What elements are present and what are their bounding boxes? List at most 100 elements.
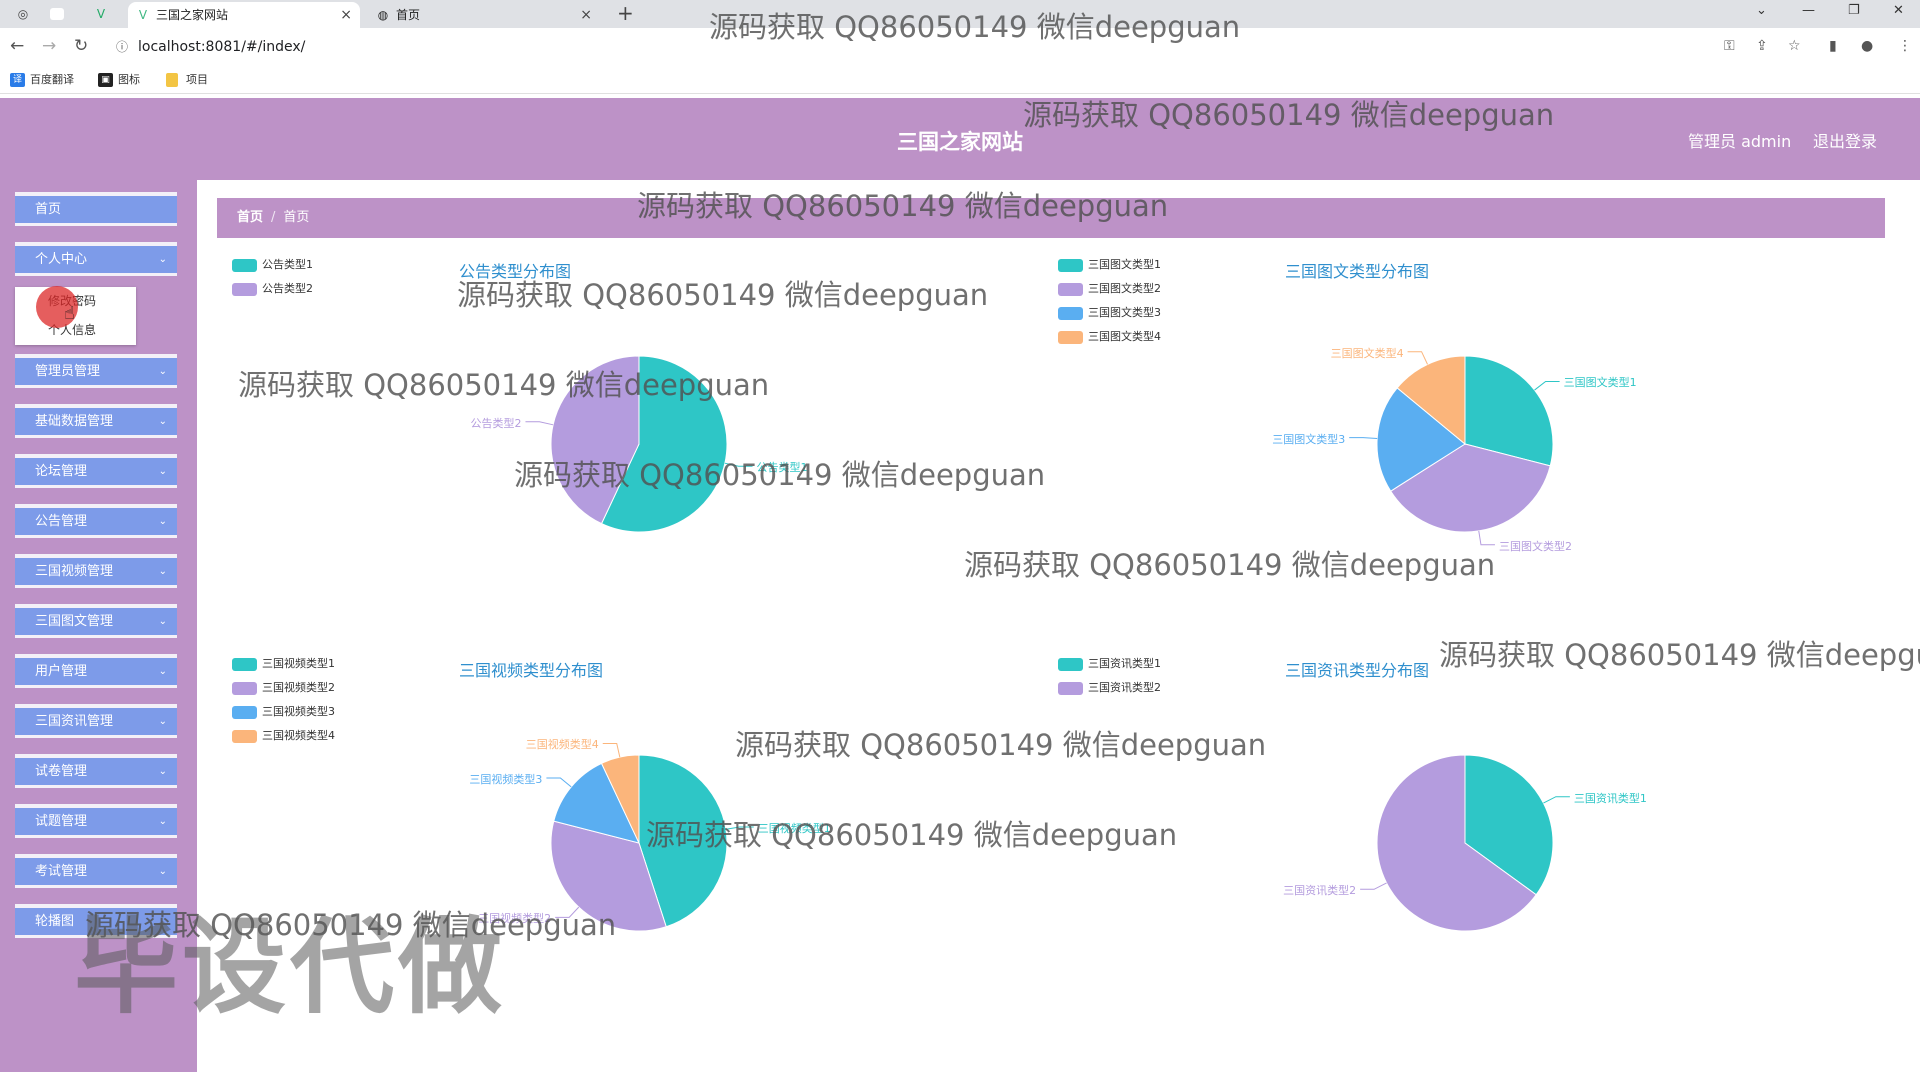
tab-active[interactable]: V 三国之家网站 ×: [128, 2, 360, 28]
legend-label: 三国视频类型1: [262, 657, 335, 670]
watermark: 源码获取 QQ86050149 微信deepguan: [85, 908, 617, 942]
sidebar-item-base-data[interactable]: 基础数据管理 ⌄: [15, 404, 177, 438]
sidebar-item-exam[interactable]: 考试管理 ⌄: [15, 854, 177, 888]
menu-icon[interactable]: ⋮: [1898, 38, 1912, 54]
legend-swatch: [232, 658, 257, 671]
submenu-personal-info[interactable]: 个人信息: [48, 323, 97, 337]
pie-slice[interactable]: [1464, 355, 1554, 467]
info-icon[interactable]: ⓘ: [116, 40, 129, 54]
pie-slice[interactable]: [1464, 754, 1554, 896]
slice-label: 三国视频类型3: [469, 772, 543, 786]
back-icon[interactable]: ←: [10, 36, 25, 56]
bookmark-icons[interactable]: ▣ 图标: [98, 71, 140, 89]
sidebar-item-label: 考试管理 ⌄: [15, 858, 177, 885]
tab-inactive[interactable]: ◍ 首页 ×: [368, 2, 600, 28]
sidebar-item-home[interactable]: 首页: [15, 192, 177, 226]
sidebar-item-admin[interactable]: 管理员管理 ⌄: [15, 354, 177, 388]
close-icon[interactable]: ×: [580, 7, 592, 23]
legend-item[interactable]: 三国图文类型3: [1058, 306, 1161, 320]
label-leader-line: [1407, 351, 1428, 365]
chevron-down-icon: ⌄: [158, 516, 167, 527]
watermark: 源码获取 QQ86050149 微信deepguan: [646, 818, 1178, 852]
star-icon[interactable]: ☆: [1788, 38, 1801, 54]
pie-slice[interactable]: [550, 355, 640, 525]
legend-item[interactable]: 三国视频类型1: [232, 657, 335, 671]
slice-label: 三国图文类型4: [1330, 346, 1404, 360]
sidebar-item-video[interactable]: 三国视频管理 ⌄: [15, 554, 177, 588]
sidebar-item-paper[interactable]: 试卷管理 ⌄: [15, 754, 177, 788]
url-field[interactable]: ⓘ localhost:8081/#/index/: [108, 34, 1898, 60]
key-icon[interactable]: ⚿: [1724, 38, 1735, 54]
label-leader-line: [525, 421, 554, 426]
legend-label: 三国图文类型4: [1088, 330, 1161, 343]
label-leader-line: [725, 826, 754, 830]
sidebar-item-label: 试题管理 ⌄: [15, 808, 177, 835]
legend-item[interactable]: 三国图文类型4: [1058, 330, 1161, 344]
legend-item[interactable]: 三国资讯类型2: [1058, 681, 1161, 695]
share-icon[interactable]: ⇪: [1756, 38, 1768, 54]
legend-item[interactable]: 三国视频类型3: [232, 705, 335, 719]
watermark: 源码获取 QQ86050149 微信deepguan: [1023, 98, 1555, 132]
sidebar-item-notice[interactable]: 公告管理 ⌄: [15, 504, 177, 538]
reload-icon[interactable]: ↻: [74, 36, 89, 56]
vue-icon[interactable]: V: [96, 7, 106, 21]
main-content: 首页 / 首页 公告类型分布图 公告类型1 公告类型2 公告类型1 公告类型2 三国图文类型分…: [197, 180, 1920, 1072]
legend-item[interactable]: 公告类型2: [232, 282, 313, 296]
sidebar-item-label: 三国图文管理 ⌄: [15, 608, 177, 635]
chevron-down-icon: ⌄: [158, 566, 167, 577]
pie-slice[interactable]: [638, 754, 728, 928]
new-tab-icon[interactable]: +: [617, 1, 634, 25]
legend-item[interactable]: 三国视频类型4: [232, 729, 335, 743]
pie-slice[interactable]: [1376, 387, 1466, 492]
slice-label: 公告类型1: [756, 461, 808, 475]
pie-slice[interactable]: [1396, 355, 1466, 446]
restore-icon[interactable]: ❐: [1848, 3, 1860, 18]
minimize-icon[interactable]: —: [1802, 3, 1815, 18]
app-header: 三国之家网站 管理员 admin 退出登录: [0, 98, 1920, 180]
sidebar-item-forum[interactable]: 论坛管理 ⌄: [15, 454, 177, 488]
pie-slice[interactable]: [600, 355, 728, 533]
sidebar-item-label: 三国资讯管理 ⌄: [15, 708, 177, 735]
slice-label: 三国资讯类型2: [1283, 884, 1357, 898]
sidebar-item-personal-center[interactable]: 个人中心 ⌄: [15, 242, 177, 276]
sidepanel-icon[interactable]: ▮: [1829, 38, 1837, 54]
tab-list-icon[interactable]: ⌄: [1756, 3, 1767, 18]
sidebar-item-user[interactable]: 用户管理 ⌄: [15, 654, 177, 688]
page-icon[interactable]: [50, 8, 64, 20]
logout-link[interactable]: 退出登录: [1813, 132, 1878, 151]
sidebar-item-carousel[interactable]: 轮播图: [15, 904, 177, 938]
profile-icon[interactable]: ●: [1861, 38, 1874, 54]
label-leader-line: [1478, 530, 1495, 546]
legend-item[interactable]: 三国图文类型1: [1058, 258, 1161, 272]
bookmark-project[interactable]: 项目: [166, 71, 208, 89]
legend-swatch: [1058, 682, 1083, 695]
chevron-down-icon: ⌄: [158, 766, 167, 777]
forward-icon[interactable]: →: [42, 36, 57, 56]
sidebar-item-article[interactable]: 三国图文管理 ⌄: [15, 604, 177, 638]
breadcrumb-home[interactable]: 首页: [237, 210, 264, 225]
bookmark-baidu-translate[interactable]: 译 百度翻译: [10, 71, 74, 89]
pie-slice[interactable]: [550, 820, 667, 932]
legend-label: 三国图文类型1: [1088, 258, 1161, 271]
legend-swatch: [232, 682, 257, 695]
sidebar-item-label: 用户管理 ⌄: [15, 658, 177, 685]
image-icon: ▣: [98, 73, 113, 87]
sidebar-item-label: 首页: [15, 196, 177, 223]
legend-item[interactable]: 公告类型1: [232, 258, 313, 272]
bookmark-label: 百度翻译: [30, 73, 74, 86]
sidebar-item-news[interactable]: 三国资讯管理 ⌄: [15, 704, 177, 738]
legend-item[interactable]: 三国资讯类型1: [1058, 657, 1161, 671]
legend-label: 三国图文类型3: [1088, 306, 1161, 319]
bookmark-label: 图标: [118, 73, 140, 86]
sidebar-item-question[interactable]: 试题管理 ⌄: [15, 804, 177, 838]
translate-icon: 译: [10, 73, 25, 87]
close-icon[interactable]: ×: [340, 7, 352, 23]
watermark: 源码获取 QQ86050149 微信deepguan: [709, 10, 1241, 44]
legend-item[interactable]: 三国图文类型2: [1058, 282, 1161, 296]
chrome-icon[interactable]: ◎: [17, 7, 29, 21]
slice-label: 三国图文类型3: [1272, 432, 1346, 446]
label-leader-line: [1534, 380, 1560, 391]
legend-item[interactable]: 三国视频类型2: [232, 681, 335, 695]
pie-slice[interactable]: [600, 754, 640, 844]
close-window-icon[interactable]: ✕: [1893, 3, 1904, 18]
